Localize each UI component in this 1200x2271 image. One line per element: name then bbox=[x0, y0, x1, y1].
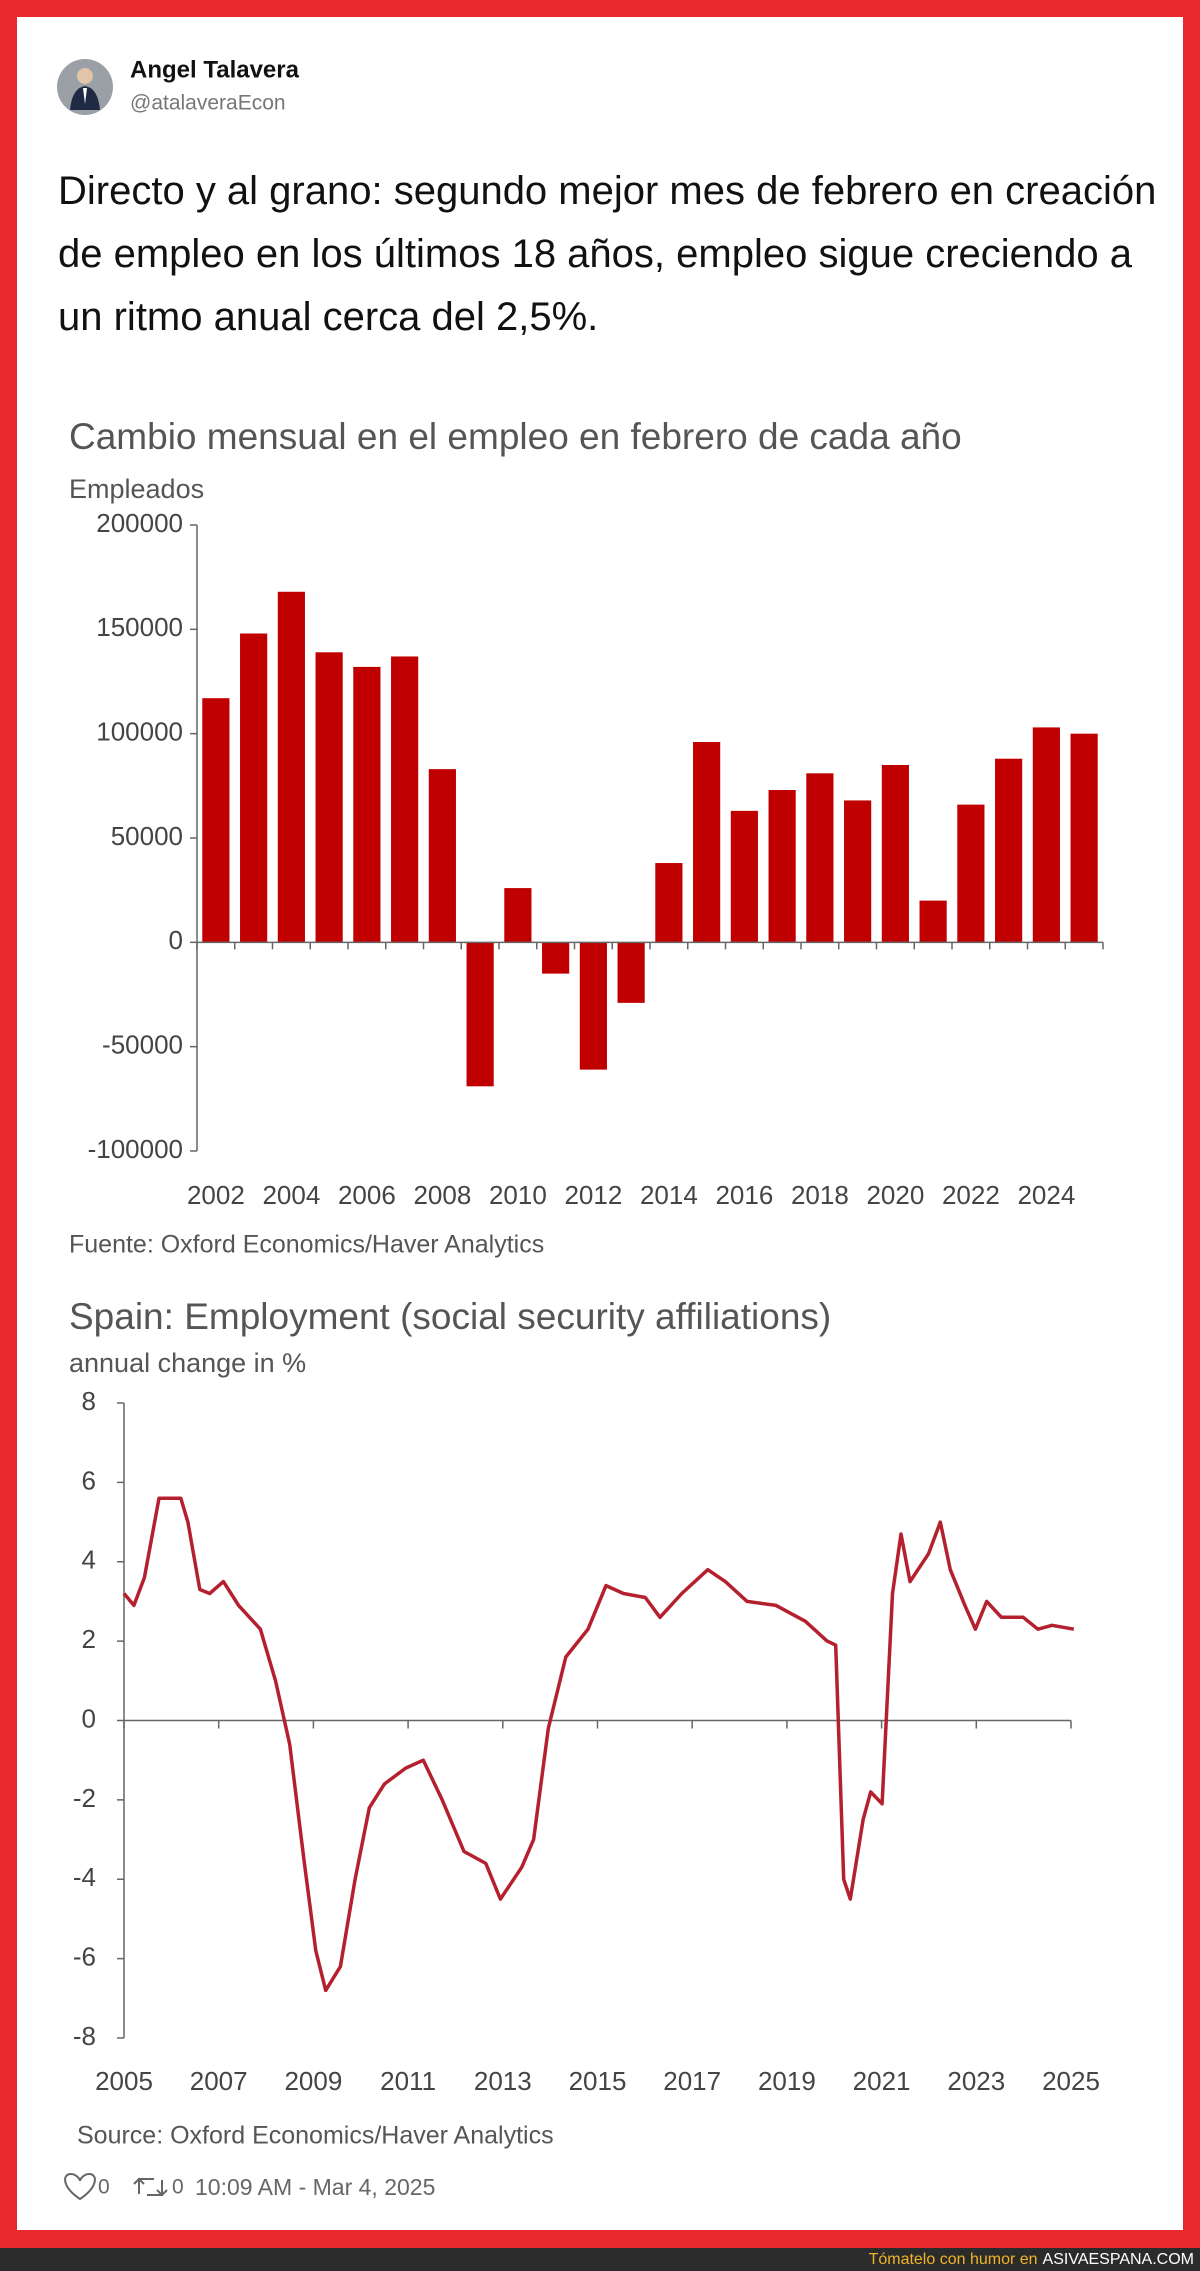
chart-title: Cambio mensual en el empleo en febrero d… bbox=[69, 416, 962, 457]
x-tick-label: 2010 bbox=[489, 1180, 547, 1210]
x-tick-label: 2002 bbox=[187, 1180, 245, 1210]
like-count: 0 bbox=[98, 2176, 110, 2199]
y-tick-label: 6 bbox=[82, 1465, 96, 1495]
bar bbox=[881, 764, 909, 943]
retweet-icon[interactable] bbox=[133, 2177, 168, 2197]
x-tick-label: 2013 bbox=[474, 2066, 532, 2096]
bar bbox=[730, 810, 758, 943]
bar bbox=[919, 900, 947, 943]
y-tick-label: 200000 bbox=[96, 508, 183, 538]
y-axis-label: Empleados bbox=[69, 474, 204, 504]
watermark-prefix: Tómatelo con humor en bbox=[869, 2251, 1038, 2268]
x-tick-label: 2017 bbox=[663, 2066, 721, 2096]
y-tick-label: 8 bbox=[82, 1386, 96, 1416]
card bbox=[17, 17, 1183, 2230]
x-tick-label: 2015 bbox=[569, 2066, 627, 2096]
bar bbox=[655, 863, 683, 943]
x-tick-label: 2005 bbox=[95, 2066, 153, 2096]
x-tick-label: 2019 bbox=[758, 2066, 816, 2096]
x-tick-label: 2025 bbox=[1042, 2066, 1100, 2096]
x-tick-label: 2007 bbox=[190, 2066, 248, 2096]
y-tick-label: 100000 bbox=[96, 717, 183, 747]
source-note: Fuente: Oxford Economics/Haver Analytics bbox=[69, 1231, 544, 1259]
x-tick-label: 2024 bbox=[1017, 1180, 1075, 1210]
bar bbox=[240, 633, 268, 943]
bar bbox=[202, 698, 230, 943]
footer: 0 0 10:09 AM - Mar 4, 2025 bbox=[64, 2172, 435, 2201]
y-tick-label: 50000 bbox=[111, 821, 183, 851]
retweet-count: 0 bbox=[172, 2176, 184, 2199]
bar bbox=[957, 804, 985, 943]
timestamp: 10:09 AM - Mar 4, 2025 bbox=[195, 2174, 435, 2200]
author-handle: @atalaveraEcon bbox=[130, 92, 286, 115]
avatar bbox=[57, 59, 113, 115]
bar bbox=[617, 942, 645, 1003]
watermark-site: ASIVAESPANA.COM bbox=[1043, 2251, 1194, 2268]
bar bbox=[542, 942, 570, 974]
bar bbox=[806, 773, 834, 943]
bar bbox=[315, 652, 343, 943]
y-tick-label: 4 bbox=[82, 1545, 96, 1575]
watermark: Tómatelo con humor en ASIVAESPANA.COM bbox=[869, 2251, 1194, 2268]
x-tick-label: 2023 bbox=[947, 2066, 1005, 2096]
like-icon[interactable] bbox=[64, 2172, 96, 2201]
y-tick-label: -8 bbox=[73, 2021, 96, 2051]
x-tick-label: 2020 bbox=[866, 1180, 924, 1210]
y-tick-label: -4 bbox=[73, 1862, 96, 1892]
x-tick-label: 2014 bbox=[640, 1180, 698, 1210]
bar bbox=[1032, 727, 1060, 943]
x-tick-label: 2022 bbox=[942, 1180, 1000, 1210]
tweet-text: Directo y al grano: segundo mejor mes de… bbox=[58, 169, 1157, 339]
source-note: Source: Oxford Economics/Haver Analytics bbox=[77, 2122, 554, 2150]
y-tick-label: -100000 bbox=[88, 1134, 183, 1164]
bar bbox=[504, 888, 532, 943]
x-tick-label: 2021 bbox=[853, 2066, 911, 2096]
x-tick-label: 2011 bbox=[380, 2066, 436, 2096]
y-tick-label: 2 bbox=[82, 1624, 96, 1654]
y-tick-label: 0 bbox=[169, 925, 183, 955]
bar bbox=[1070, 733, 1098, 943]
chart-title: Spain: Employment (social security affil… bbox=[69, 1296, 831, 1337]
x-tick-label: 2018 bbox=[791, 1180, 849, 1210]
y-tick-label: 0 bbox=[82, 1703, 96, 1733]
x-tick-label: 2016 bbox=[715, 1180, 773, 1210]
y-tick-label: -50000 bbox=[102, 1030, 183, 1060]
bar bbox=[391, 656, 419, 943]
bar bbox=[466, 942, 494, 1087]
bar bbox=[277, 591, 305, 943]
bar bbox=[579, 942, 607, 1070]
y-tick-label: -6 bbox=[73, 1942, 96, 1972]
bar bbox=[428, 769, 456, 943]
bar bbox=[844, 800, 872, 943]
y-tick-label: 150000 bbox=[96, 612, 183, 642]
x-tick-label: 2012 bbox=[564, 1180, 622, 1210]
data-line bbox=[122, 1496, 1075, 1993]
watermark-bar bbox=[0, 2248, 1200, 2271]
bar bbox=[693, 742, 721, 943]
bar bbox=[995, 758, 1023, 943]
author-name: Angel Talavera bbox=[130, 56, 300, 83]
x-tick-label: 2009 bbox=[284, 2066, 342, 2096]
y-axis-label: annual change in % bbox=[69, 1348, 306, 1378]
y-tick-label: -2 bbox=[73, 1783, 96, 1813]
bar bbox=[768, 790, 796, 943]
x-tick-label: 2006 bbox=[338, 1180, 396, 1210]
bar bbox=[353, 666, 381, 943]
x-tick-label: 2004 bbox=[262, 1180, 320, 1210]
x-tick-label: 2008 bbox=[413, 1180, 471, 1210]
